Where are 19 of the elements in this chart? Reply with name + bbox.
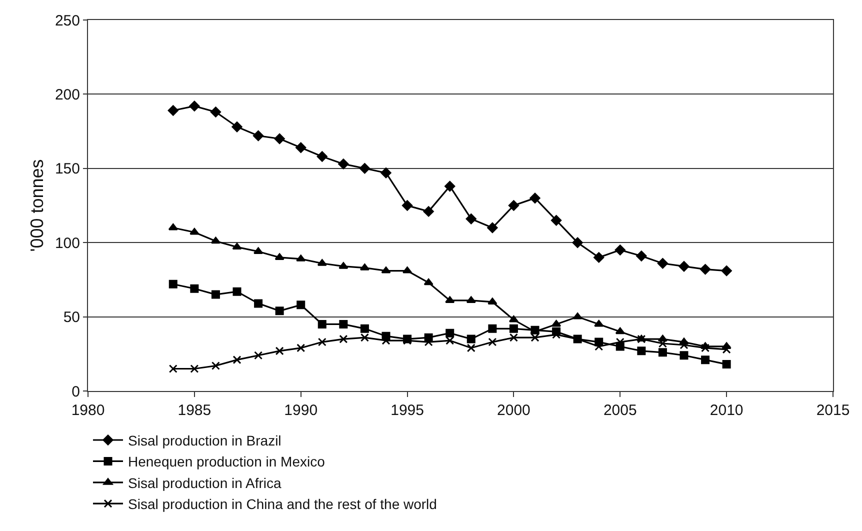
y-tick-label: 0 <box>72 383 80 400</box>
x-tick-label: 2015 <box>816 402 850 419</box>
x-tick-label: 1985 <box>178 402 212 419</box>
y-tick-label: 250 <box>54 12 80 30</box>
x-tick-label: 1990 <box>284 402 318 419</box>
y-axis-title: '000 tonnes <box>27 159 48 252</box>
x-tick-label: 1995 <box>390 402 424 419</box>
legend-label: Sisal production in Africa <box>128 474 282 491</box>
legend-label: Henequen production in Mexico <box>128 454 326 470</box>
legend-label: Sisal production in China and the rest of the world <box>128 496 437 512</box>
x-tick-label: 2000 <box>497 402 530 419</box>
legend-label: Sisal production in Brazil <box>128 432 282 448</box>
x-tick-label: 2010 <box>710 402 744 419</box>
x-tick-label: 1980 <box>71 402 105 419</box>
y-tick-label: 100 <box>54 234 80 252</box>
x-tick-label: 2005 <box>603 402 637 419</box>
y-tick-label: 200 <box>54 86 80 104</box>
y-tick-label: 150 <box>54 160 80 178</box>
y-tick-label: 50 <box>63 309 80 326</box>
